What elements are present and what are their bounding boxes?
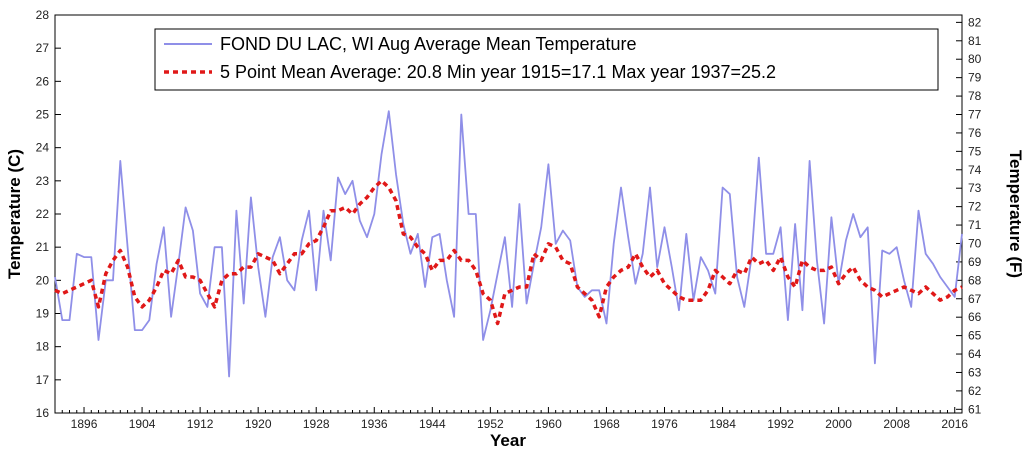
- x-tick-label: 1960: [535, 417, 562, 431]
- y-right-tick-label: 70: [968, 236, 982, 250]
- y-right-tick-label: 76: [968, 126, 982, 140]
- series-line-1: [54, 110, 963, 378]
- series-layer: [54, 110, 963, 378]
- x-axis-ticks: 1896 1904 1912 1920 1928 1936 1944 1952 1960 1968…: [61, 407, 968, 431]
- y-left-tick-label: 28: [36, 8, 50, 22]
- x-tick-label: 1984: [709, 417, 736, 431]
- y-right-tick-label: 77: [968, 108, 982, 122]
- y-right-tick-label: 63: [968, 365, 982, 379]
- x-axis-title: Year: [490, 431, 526, 450]
- y-left-tick-label: 19: [36, 307, 50, 321]
- y-left-tick-label: 20: [36, 273, 50, 287]
- x-tick-label: 1936: [361, 417, 388, 431]
- y-right-tick-label: 61: [968, 402, 982, 416]
- y-right-tick-label: 78: [968, 89, 982, 103]
- y-right-tick-label: 74: [968, 163, 982, 177]
- y-left-tick-label: 27: [36, 41, 50, 55]
- legend: FOND DU LAC, WI Aug Average Mean Tempera…: [154, 28, 939, 91]
- x-tick-label: 1920: [245, 417, 272, 431]
- y-axis-right-ticks: 61 62 63 64 65 66 67 68 69 70 71 72 73 74 75 76 77 78 79 80…: [956, 15, 982, 416]
- x-tick-label: 1992: [767, 417, 794, 431]
- x-tick-label: 2008: [883, 417, 910, 431]
- x-tick-label: 1912: [187, 417, 214, 431]
- legend-label-series-2: 5 Point Mean Average: 20.8 Min year 1915…: [220, 62, 776, 82]
- x-tick-label: 1968: [593, 417, 620, 431]
- series-line-2: [54, 179, 963, 326]
- x-tick-label: 1976: [651, 417, 678, 431]
- y-left-tick-label: 26: [36, 74, 50, 88]
- y-right-tick-label: 82: [968, 15, 982, 29]
- y-left-tick-label: 21: [36, 240, 50, 254]
- y-right-tick-label: 73: [968, 181, 982, 195]
- x-tick-label: 2000: [825, 417, 852, 431]
- y-right-tick-label: 72: [968, 200, 982, 214]
- y-right-tick-label: 79: [968, 71, 982, 85]
- legend-box: [154, 28, 939, 91]
- y-left-tick-label: 23: [36, 174, 50, 188]
- y-right-tick-label: 67: [968, 292, 982, 306]
- y-right-tick-label: 71: [968, 218, 982, 232]
- y-right-tick-label: 62: [968, 384, 982, 398]
- y-left-tick-label: 25: [36, 108, 50, 122]
- x-tick-label: 2016: [941, 417, 968, 431]
- y-left-tick-label: 24: [36, 141, 50, 155]
- y-right-tick-label: 81: [968, 34, 982, 48]
- y-right-tick-label: 68: [968, 273, 982, 287]
- y-left-tick-label: 16: [36, 406, 50, 420]
- x-tick-label: 1952: [477, 417, 504, 431]
- y-axis-left-ticks: 16 17 18 19 20 21 22 23 24 25 26 27 28: [36, 8, 61, 420]
- x-tick-label: 1944: [419, 417, 446, 431]
- legend-label-series-1: FOND DU LAC, WI Aug Average Mean Tempera…: [220, 34, 637, 54]
- x-tick-label: 1896: [71, 417, 98, 431]
- y-left-tick-label: 18: [36, 340, 50, 354]
- y-right-tick-label: 69: [968, 255, 982, 269]
- x-tick-label: 1904: [129, 417, 156, 431]
- y-right-tick-label: 65: [968, 329, 982, 343]
- y-right-tick-label: 66: [968, 310, 982, 324]
- y-right-tick-label: 80: [968, 52, 982, 66]
- y-axis-left-title: Temperature (C): [5, 149, 24, 279]
- x-tick-label: 1928: [303, 417, 330, 431]
- y-left-tick-label: 22: [36, 207, 50, 221]
- y-right-tick-label: 64: [968, 347, 982, 361]
- y-axis-right-title: Temperature (F): [1006, 150, 1024, 278]
- y-left-tick-label: 17: [36, 373, 50, 387]
- y-right-tick-label: 75: [968, 144, 982, 158]
